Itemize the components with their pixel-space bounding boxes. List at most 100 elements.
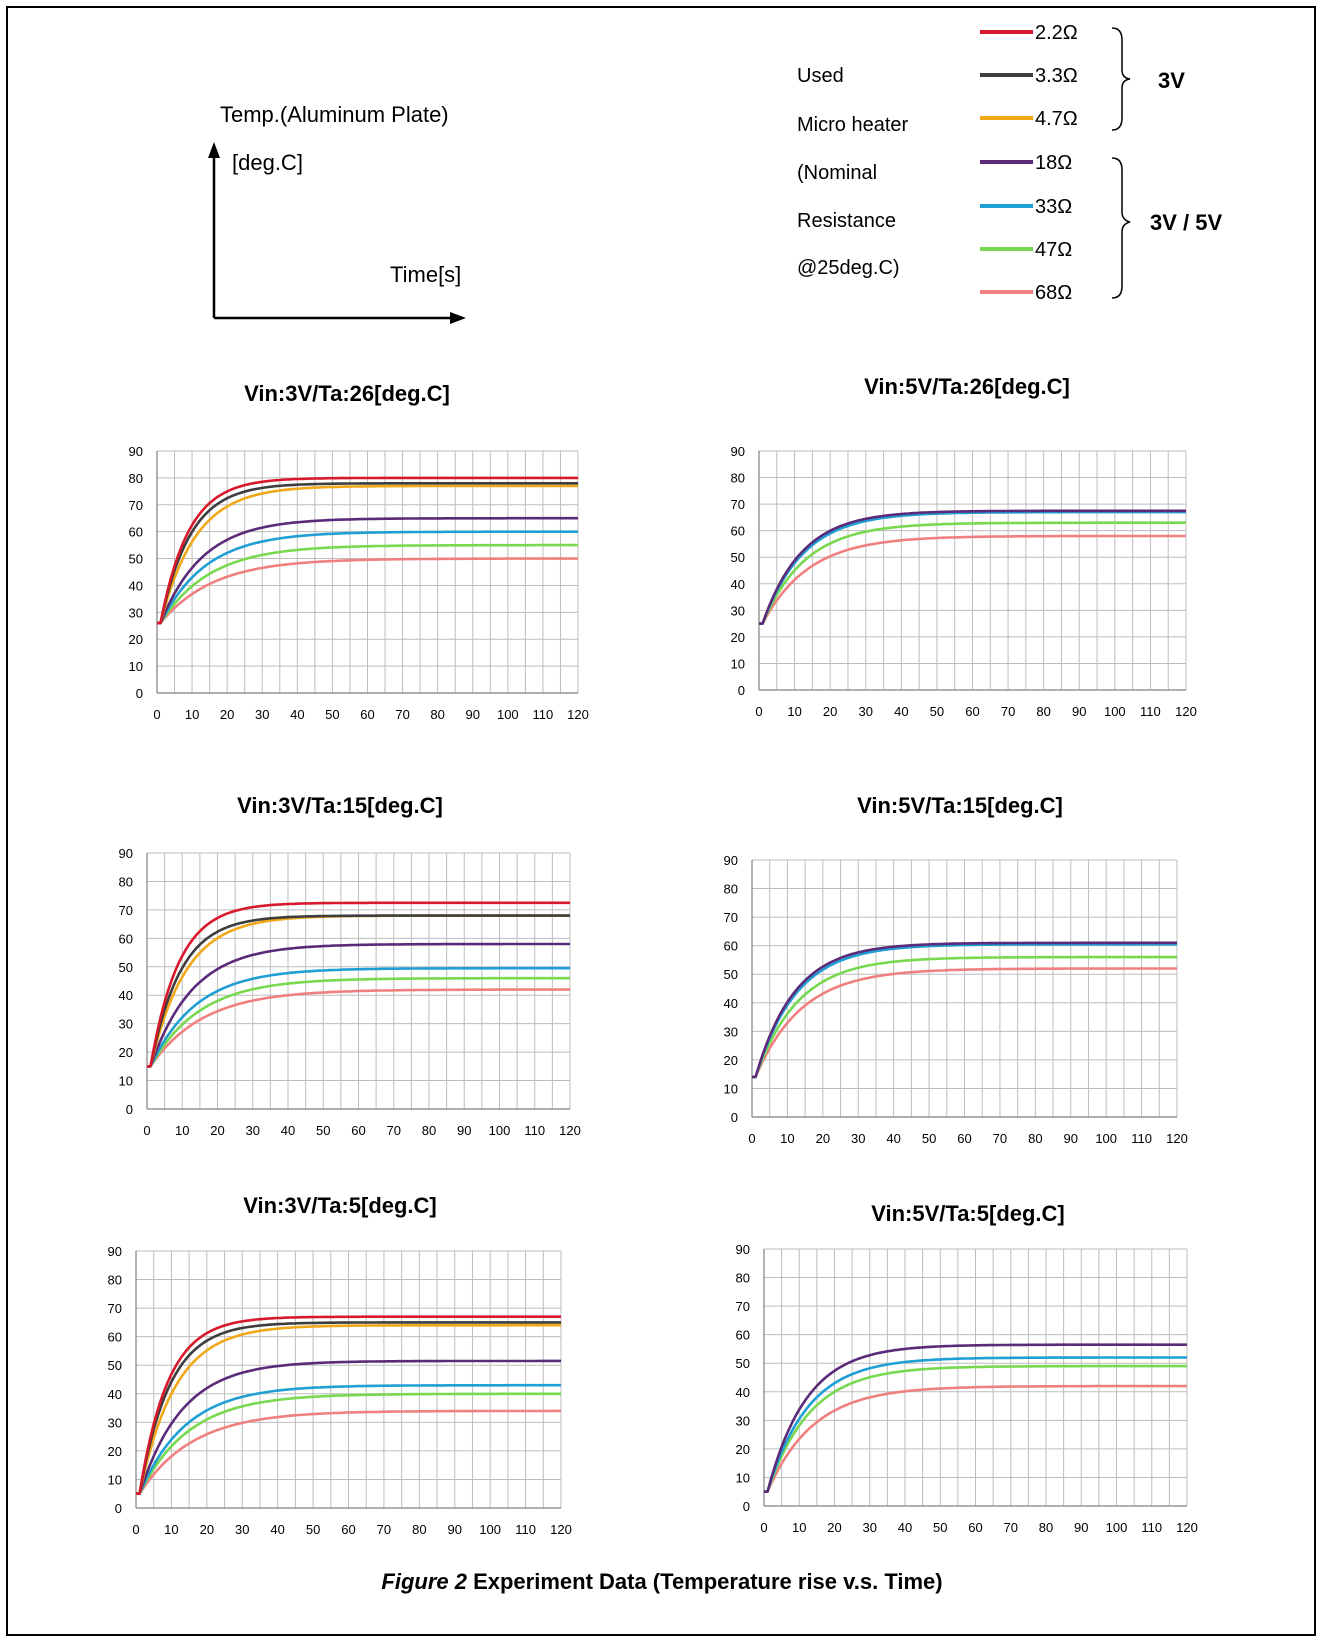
- series-line-68Ω: [764, 1384, 1187, 1493]
- x-tick-label: 30: [851, 1131, 865, 1146]
- schematic-axes: Temp.(Aluminum Plate) [deg.C] Time[s]: [208, 102, 466, 324]
- chart-6: Vin:5V/Ta:5[deg.C] 0 10 20 30 40 50 60 70 80 90 0 10…: [736, 1201, 1198, 1535]
- x-tick-label: 70: [377, 1522, 391, 1537]
- x-tick-label: 80: [412, 1522, 426, 1537]
- y-tick-label: 60: [736, 1328, 750, 1343]
- chart-5: Vin:3V/Ta:5[deg.C] 0 10 20 30 40 50 60 70 80 90 0 10…: [108, 1193, 572, 1537]
- series-line-2.2Ω: [157, 476, 578, 625]
- y-tick-label: 10: [731, 656, 745, 671]
- x-tick-label: 20: [220, 707, 234, 722]
- y-tick-label: 60: [108, 1330, 122, 1345]
- x-tick-label: 0: [748, 1131, 755, 1146]
- x-tick-label: 40: [290, 707, 304, 722]
- chart-grid: [758, 450, 1187, 691]
- y-tick-label: 70: [108, 1301, 122, 1316]
- y-tick-label: 10: [129, 659, 143, 674]
- schematic-x-label: Time[s]: [390, 262, 461, 287]
- x-tick-label: 100: [1106, 1520, 1128, 1535]
- series-line-3.3Ω: [157, 482, 578, 625]
- x-tick-label: 90: [448, 1522, 462, 1537]
- y-tick-label: 70: [731, 497, 745, 512]
- y-tick-label: 30: [724, 1024, 738, 1039]
- chart-title: Vin:5V/Ta:5[deg.C]: [871, 1201, 1065, 1226]
- x-tick-label: 50: [930, 704, 944, 719]
- y-tick-label: 0: [743, 1499, 750, 1514]
- series-line-18Ω: [752, 941, 1177, 1079]
- legend-entry-label: 4.7Ω: [1035, 108, 1078, 130]
- x-tick-label: 10: [780, 1131, 794, 1146]
- x-tick-label: 20: [210, 1123, 224, 1138]
- y-tick-label: 0: [115, 1501, 122, 1516]
- y-tick-label: 40: [119, 988, 133, 1003]
- y-tick-label: 60: [119, 931, 133, 946]
- x-tick-label: 70: [1004, 1520, 1018, 1535]
- y-tick-label: 20: [108, 1444, 122, 1459]
- y-tick-label: 90: [119, 846, 133, 861]
- y-tick-label: 40: [108, 1387, 122, 1402]
- legend-group-3v5v: 3V / 5V: [1150, 210, 1222, 235]
- y-tick-label: 20: [731, 630, 745, 645]
- y-tick-label: 0: [136, 686, 143, 701]
- y-tick-label: 50: [108, 1358, 122, 1373]
- x-tick-label: 30: [246, 1123, 260, 1138]
- figure-caption-text: Experiment Data (Temperature rise v.s. T…: [467, 1569, 943, 1594]
- series-line-18Ω: [759, 509, 1186, 625]
- x-tick-label: 80: [1036, 704, 1050, 719]
- x-tick-label: 50: [316, 1123, 330, 1138]
- x-tick-label: 90: [466, 707, 480, 722]
- x-tick-label: 80: [1039, 1520, 1053, 1535]
- legend-entry-label: 2.2Ω: [1035, 22, 1078, 44]
- series-line-47Ω: [764, 1364, 1187, 1493]
- x-tick-label: 0: [760, 1520, 767, 1535]
- chart-title: Vin:3V/Ta:26[deg.C]: [244, 381, 450, 406]
- y-tick-label: 80: [724, 882, 738, 897]
- x-tick-label: 70: [993, 1131, 1007, 1146]
- x-tick-label: 40: [886, 1131, 900, 1146]
- x-tick-label: 50: [922, 1131, 936, 1146]
- series-line-33Ω: [147, 966, 570, 1068]
- y-tick-label: 10: [724, 1081, 738, 1096]
- legend-entry-label: 3.3Ω: [1035, 65, 1078, 87]
- schematic-y-label-1: Temp.(Aluminum Plate): [220, 102, 449, 127]
- series-line-47Ω: [752, 955, 1177, 1079]
- y-tick-label: 90: [724, 853, 738, 868]
- x-tick-label: 60: [957, 1131, 971, 1146]
- legend: Used Micro heater (Nominal Resistance @2…: [797, 22, 1222, 304]
- y-tick-label: 30: [119, 1017, 133, 1032]
- x-tick-label: 110: [515, 1522, 536, 1537]
- series-line-68Ω: [752, 967, 1177, 1079]
- y-tick-label: 70: [119, 903, 133, 918]
- chart-grid: [751, 859, 1178, 1118]
- y-tick-label: 10: [736, 1470, 750, 1485]
- legend-entry-label: 68Ω: [1035, 282, 1072, 304]
- y-tick-label: 40: [736, 1385, 750, 1400]
- y-tick-label: 50: [736, 1356, 750, 1371]
- x-tick-label: 80: [1028, 1131, 1042, 1146]
- y-tick-label: 10: [119, 1074, 133, 1089]
- series-line-2.2Ω: [136, 1315, 561, 1495]
- x-tick-label: 40: [898, 1520, 912, 1535]
- x-tick-label: 60: [360, 707, 374, 722]
- series-line-2.2Ω: [147, 901, 570, 1068]
- chart-grid: [135, 1250, 562, 1509]
- x-tick-label: 20: [816, 1131, 830, 1146]
- x-tick-label: 10: [185, 707, 199, 722]
- series-line-47Ω: [147, 976, 570, 1068]
- x-tick-label: 10: [792, 1520, 806, 1535]
- x-tick-label: 20: [823, 704, 837, 719]
- x-tick-label: 0: [755, 704, 762, 719]
- figure-frame: [6, 6, 1316, 1636]
- y-tick-label: 40: [129, 578, 143, 593]
- y-tick-label: 40: [724, 996, 738, 1011]
- y-tick-label: 60: [731, 524, 745, 539]
- y-tick-label: 70: [129, 498, 143, 513]
- y-tick-label: 10: [108, 1472, 122, 1487]
- series-line-68Ω: [157, 557, 578, 625]
- series-line-33Ω: [752, 942, 1177, 1079]
- chart-title: Vin:3V/Ta:5[deg.C]: [243, 1193, 437, 1218]
- y-tick-label: 90: [108, 1244, 122, 1259]
- x-tick-label: 120: [1175, 704, 1197, 719]
- x-tick-label: 10: [787, 704, 801, 719]
- x-tick-label: 90: [1074, 1520, 1088, 1535]
- x-tick-label: 30: [235, 1522, 249, 1537]
